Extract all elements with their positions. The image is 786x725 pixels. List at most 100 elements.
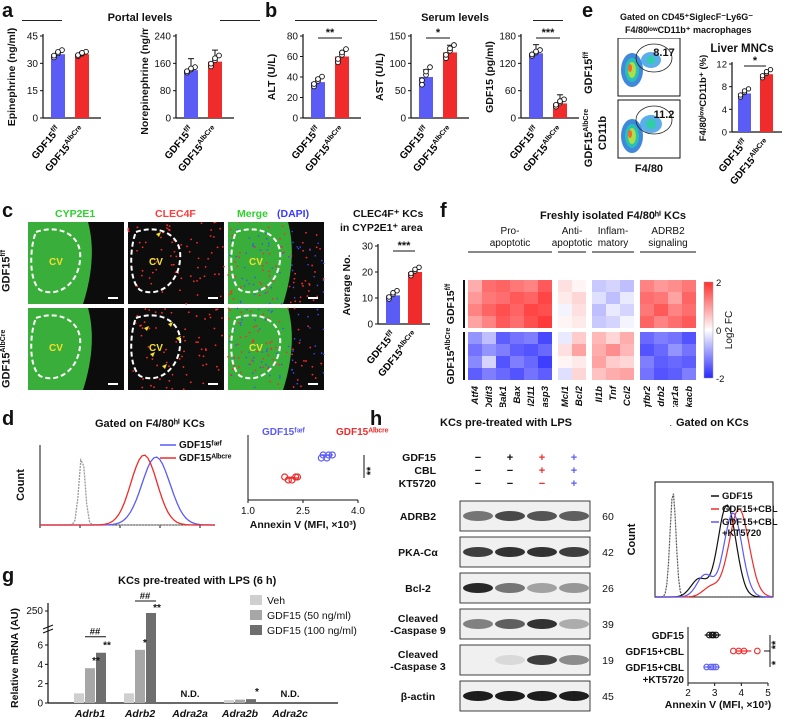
dapi-dot <box>267 309 270 312</box>
clec4f-dot <box>315 246 318 249</box>
clec4f-dot <box>252 339 254 342</box>
clec4f-dot <box>262 269 264 272</box>
treatment-label: CBL <box>414 465 436 477</box>
clec4f-dot <box>254 369 257 372</box>
gene-label: Bcl2l11 <box>526 386 537 407</box>
heatmap-cell <box>538 304 552 316</box>
y-tick-label: 50 <box>395 86 407 97</box>
blot-band <box>495 619 525 629</box>
histogram-ff <box>40 456 215 526</box>
heatmap-cell <box>606 332 620 344</box>
dapi-dot <box>236 229 239 231</box>
data-dot <box>335 56 341 62</box>
heatmap-cell <box>558 332 572 344</box>
gate <box>635 43 673 73</box>
clec4f-dot <box>210 229 213 231</box>
micrograph-albcre-merge: CV <box>227 307 325 390</box>
clec4f-dot <box>170 311 173 314</box>
gene-label: Bak1 <box>498 386 509 407</box>
clec4f-dot <box>136 249 138 252</box>
dapi-dot <box>236 307 239 310</box>
dapi-dot <box>265 350 268 353</box>
heatmap-cell <box>558 356 572 368</box>
bar-ff <box>529 53 543 118</box>
clec4f-dot <box>311 373 314 376</box>
dapi-dot <box>246 308 248 311</box>
dapi-dot <box>279 271 281 274</box>
clec4f-dot <box>166 224 169 227</box>
heatmap-cell <box>654 332 668 344</box>
dapi-dot <box>270 311 273 313</box>
heatmap-cell <box>572 344 586 356</box>
data-dot <box>447 45 453 52</box>
cyp2e1-texture <box>228 222 292 304</box>
clec4f-dot <box>160 236 162 239</box>
clec4f-dot <box>256 350 259 353</box>
clec4f-dot <box>160 248 163 251</box>
sig-label: ## <box>140 591 151 602</box>
treatment-value: + <box>571 478 577 490</box>
heatmap-cell <box>538 292 552 304</box>
bar-2 <box>146 613 156 703</box>
clec4f-dot <box>216 365 218 368</box>
dapi-dot <box>322 371 325 374</box>
heatmap-cell <box>668 368 682 380</box>
dapi-dot <box>293 296 296 299</box>
clec4f-dot <box>287 307 289 310</box>
heatmap-cell <box>620 344 634 356</box>
gene-label: Atf4 <box>470 385 481 405</box>
clec4f-dot <box>267 226 270 229</box>
data-dot <box>315 76 321 82</box>
treatment-value: + <box>571 465 577 477</box>
dapi-dot <box>252 360 255 362</box>
histogram-gdf15-cbl-kt <box>655 512 773 598</box>
y-tick-label: 6 <box>37 641 43 652</box>
scale-tick: 0 <box>716 326 721 337</box>
clec4f-dot <box>140 274 143 277</box>
y-tick-label: 0 <box>292 114 298 125</box>
bar-2 <box>246 699 256 703</box>
clec4f-dot <box>278 363 281 366</box>
clec4f-dot <box>165 348 167 351</box>
clec4f-dot <box>278 320 281 323</box>
dapi-dot <box>296 382 299 385</box>
panel-d-gate: Gated on F4/80ʰⁱ KCs <box>95 418 205 430</box>
blot-kda: 60 <box>602 511 614 523</box>
heatmap-cell <box>620 292 634 304</box>
treatment-label: KT5720 <box>399 478 437 490</box>
clec4f-dot <box>196 241 198 244</box>
clec4f-dot <box>268 252 271 255</box>
dapi-dot <box>313 275 315 278</box>
data-dot <box>427 64 433 71</box>
arrowhead <box>168 322 173 327</box>
clec4f-dot <box>168 365 170 368</box>
gene-label: Casp3 <box>540 385 551 407</box>
arrow-head <box>670 425 672 426</box>
heatmap-cell <box>682 304 696 316</box>
blot-membrane <box>459 644 591 676</box>
clec4f-dot <box>268 270 270 273</box>
dapi-dot <box>252 245 255 248</box>
clec4f-dot <box>239 336 242 339</box>
heatmap-cell <box>668 332 682 344</box>
clec4f-dot <box>143 321 146 324</box>
blot-band <box>559 511 589 521</box>
clec4f-dot <box>138 241 141 244</box>
clec4f-dot <box>214 222 217 224</box>
heatmap-cell <box>668 304 682 316</box>
dapi-dot <box>297 247 300 250</box>
y-axis-label: Epinephrine (ng/ml) <box>6 28 18 126</box>
cv-label: CV <box>149 257 163 268</box>
heatmap-cell <box>468 344 482 356</box>
clec4f-dot <box>174 271 177 274</box>
dapi-dot <box>320 259 323 262</box>
cv-outline <box>230 314 282 380</box>
bar <box>408 272 422 324</box>
clec4f-dot <box>210 251 213 254</box>
data-dot <box>557 98 563 104</box>
dot-label: GDF15+CBL <box>625 663 684 674</box>
heatmap-cell <box>654 368 668 380</box>
dapi-dot <box>314 254 317 257</box>
clec4f-dot <box>234 275 237 278</box>
